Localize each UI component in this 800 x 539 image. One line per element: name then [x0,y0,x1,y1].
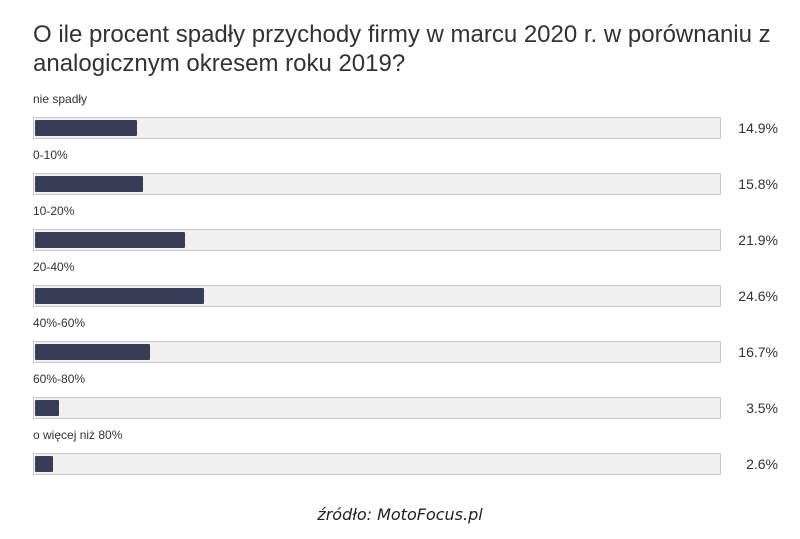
category-label: 20-40% [33,260,75,274]
bar-row: o więcej niż 80% 2.6% [33,428,778,484]
bar-fill [35,288,204,304]
bar-row: 0-10% 15.8% [33,148,778,204]
value-label: 2.6% [746,456,778,472]
bar-fill [35,176,143,192]
category-label: 40%-60% [33,316,86,330]
category-label: o więcej niż 80% [33,428,123,442]
bar-track [33,173,721,195]
value-label: 16.7% [738,344,778,360]
bar-track [33,117,721,139]
chart-title: O ile procent spadły przychody firmy w m… [33,21,771,77]
bar-track [33,453,721,475]
value-label: 21.9% [738,232,778,248]
bar-track [33,397,721,419]
bar-fill [35,344,150,360]
bar-row: 60%-80% 3.5% [33,372,778,428]
category-label: 60%-80% [33,372,86,386]
value-label: 3.5% [746,400,778,416]
bar-row: 10-20% 21.9% [33,204,778,260]
bar-rows: nie spadły 14.9% 0-10% 15.8% 10-20% 21.9% 20-4… [33,92,778,484]
source-caption: źródło: MotoFocus.pl [317,505,483,524]
bar-track [33,229,721,251]
bar-track [33,285,721,307]
bar-track [33,341,721,363]
value-label: 24.6% [738,288,778,304]
category-label: 10-20% [33,204,75,218]
bar-fill [35,400,59,416]
value-label: 15.8% [738,176,778,192]
category-label: nie spadły [33,92,88,106]
bar-fill [35,456,53,472]
bar-row: 40%-60% 16.7% [33,316,778,372]
category-label: 0-10% [33,148,68,162]
value-label: 14.9% [738,120,778,136]
bar-row: 20-40% 24.6% [33,260,778,316]
bar-fill [35,232,185,248]
bar-row: nie spadły 14.9% [33,92,778,148]
bar-fill [35,120,137,136]
